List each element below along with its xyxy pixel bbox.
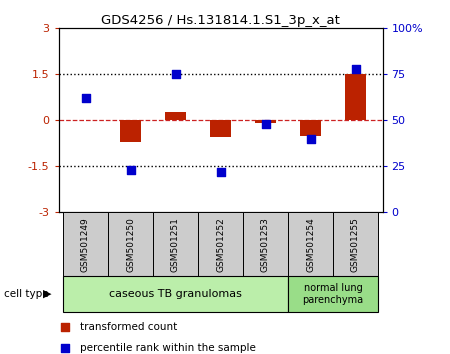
Bar: [121, 120, 140, 142]
Text: GSM501252: GSM501252: [216, 217, 225, 272]
Point: [307, 136, 314, 142]
Text: normal lung
parenchyma: normal lung parenchyma: [302, 283, 364, 305]
Text: cell type: cell type: [4, 289, 49, 299]
Text: ▶: ▶: [43, 289, 51, 299]
Text: GSM501249: GSM501249: [81, 217, 90, 272]
Text: GSM501255: GSM501255: [351, 217, 360, 272]
Text: transformed count: transformed count: [80, 322, 177, 332]
Bar: [288, 212, 333, 276]
Point: [172, 72, 179, 77]
Bar: [153, 212, 198, 276]
Bar: [166, 112, 185, 120]
Bar: [333, 212, 378, 276]
Title: GDS4256 / Hs.131814.1.S1_3p_x_at: GDS4256 / Hs.131814.1.S1_3p_x_at: [101, 14, 340, 27]
Bar: [108, 212, 153, 276]
Bar: [256, 120, 275, 123]
Point: [262, 121, 269, 127]
Bar: [198, 212, 243, 276]
Bar: [63, 276, 288, 312]
Bar: [346, 74, 365, 120]
Bar: [243, 212, 288, 276]
Bar: [63, 212, 108, 276]
Point: [276, 56, 283, 61]
Bar: [301, 120, 320, 136]
Text: percentile rank within the sample: percentile rank within the sample: [80, 343, 256, 353]
Text: GSM501250: GSM501250: [126, 217, 135, 272]
Bar: [288, 276, 378, 312]
Point: [82, 96, 89, 101]
Text: caseous TB granulomas: caseous TB granulomas: [109, 289, 242, 299]
Point: [217, 169, 224, 175]
Point: [276, 249, 283, 254]
Text: GSM501251: GSM501251: [171, 217, 180, 272]
Point: [127, 167, 134, 173]
Point: [352, 66, 359, 72]
Bar: [211, 120, 230, 137]
Text: GSM501254: GSM501254: [306, 217, 315, 272]
Text: GSM501253: GSM501253: [261, 217, 270, 272]
